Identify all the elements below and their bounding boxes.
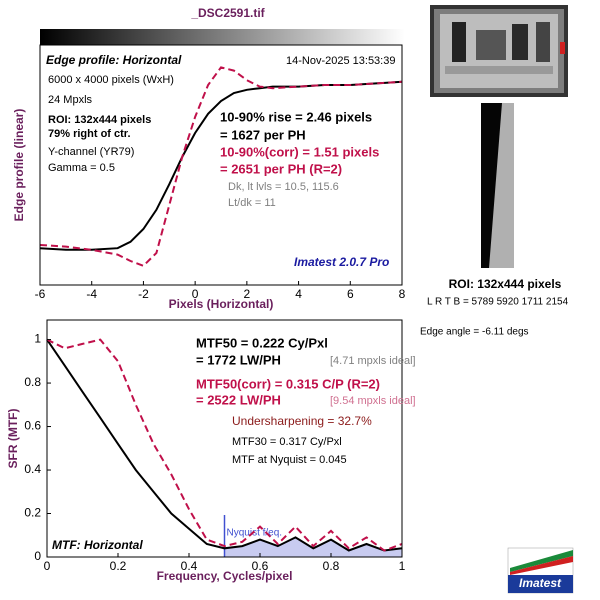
x-axis-label: Pixels (Horizontal) [169,297,274,311]
annotation: = 2522 LW/PH [196,392,281,407]
x-tick-label: 4 [295,287,302,301]
x-tick-label: -6 [35,287,46,301]
x-tick-label: 0.8 [323,559,340,573]
gray-ramp [40,29,405,45]
annotation: Edge profile: Horizontal [46,53,182,67]
nyquist-label: Nyquist f/eq. [227,528,283,539]
annotation: Y-channel (YR79) [48,146,134,158]
file-title: _DSC2591.tif [190,6,265,20]
x-tick-label: 2 [244,287,251,301]
plot-frame [39,44,403,286]
annotation: = 1772 LW/PH [196,352,281,367]
series-line [46,338,403,552]
annotation: MTF30 = 0.317 Cy/Pxl [232,436,342,448]
x-tick-label: 0 [192,287,199,301]
y-tick-label: 0 [34,549,41,563]
thumbnail [430,5,568,97]
y-axis-label: SFR (MTF) [6,409,20,469]
x-tick-label: 8 [399,287,406,301]
x-tick-label: 1 [399,559,406,573]
annotation: MTF50(corr) = 0.315 C/P (R=2) [196,376,380,391]
y-tick-label: 0.2 [24,506,41,520]
annotation: MTF: Horizontal [52,538,143,552]
y-axis-label: Edge profile (linear) [12,109,26,222]
annotation: MTF at Nyquist = 0.045 [232,454,347,466]
nyquist-fill [224,537,402,557]
series-line [39,66,403,267]
logo: Imatest [507,547,574,594]
y-tick-label: 1 [34,332,41,346]
annotation: ROI: 132x444 pixels [48,114,151,126]
y-tick-label: 0.8 [24,375,41,389]
annotation: 6000 x 4000 pixels (WxH) [48,74,174,86]
annotation: Gamma = 0.5 [48,162,115,174]
annotation: Dk, lt lvls = 10.5, 115.6 [228,181,339,193]
annotation: 79% right of ctr. [48,128,131,140]
roi-coords: L R T B = 5789 5920 1711 2154 [427,297,569,308]
annotation: Lt/dk = 11 [228,197,276,209]
annotation: 14-Nov-2025 13:53:39 [286,55,395,67]
annotation: Imatest 2.0.7 Pro [294,255,389,269]
annotation: [4.71 mpxls ideal] [330,355,416,367]
series-line [46,339,403,552]
x-tick-label: -4 [86,287,97,301]
x-tick-label: 6 [347,287,354,301]
x-tick-label: 0.6 [252,559,269,573]
plot-frame [46,319,403,558]
x-axis-label: Frequency, Cycles/pixel [157,569,293,583]
roi-label: ROI: 132x444 pixels [449,277,562,291]
annotation: = 1627 per PH [220,127,306,142]
edge-angle: Edge angle = -6.11 degs [420,327,529,338]
annotation: 24 Mpxls [48,94,93,106]
y-tick-label: 0.4 [24,462,41,476]
annotation: 10-90% rise = 2.46 pixels [220,109,372,124]
annotation: Undersharpening = 32.7% [232,414,372,428]
x-tick-label: 0 [44,559,51,573]
annotation: MTF50 = 0.222 Cy/Pxl [196,335,328,350]
logo-text: Imatest [519,576,562,590]
annotation: 10-90%(corr) = 1.51 pixels [220,144,379,159]
annotation: [9.54 mpxls ideal] [330,395,416,407]
x-tick-label: 0.4 [181,559,198,573]
annotation: = 2651 per PH (R=2) [220,161,342,176]
x-tick-label: -2 [138,287,149,301]
y-tick-label: 0.6 [24,419,41,433]
roi-image [481,103,514,268]
x-tick-label: 0.2 [110,559,127,573]
